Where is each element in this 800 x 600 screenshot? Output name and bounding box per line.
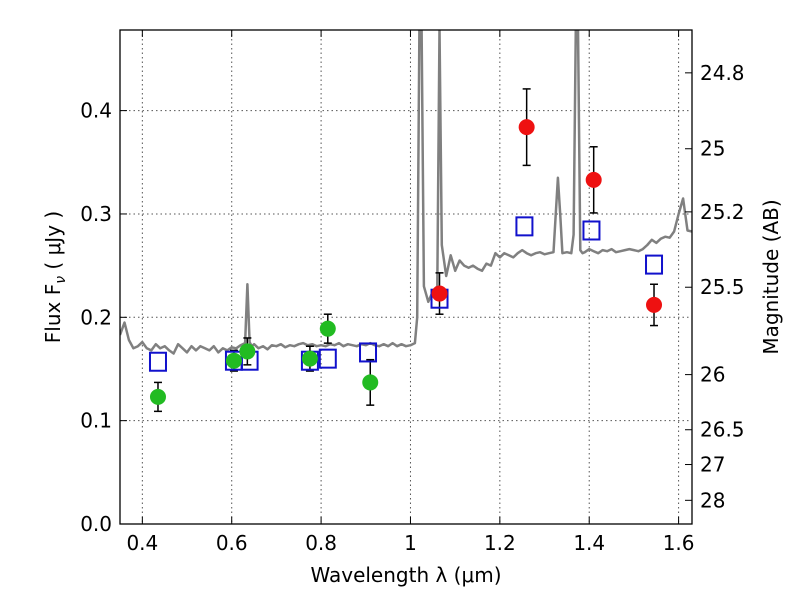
- red-flux-point: [646, 296, 663, 313]
- green-flux-point: [239, 343, 256, 360]
- axis-ticks: 0.4 0.6 0.8 1 1.2 1.4 1.6 0.0 0.1 0.2 0.3 0.4 28 27 26…: [80, 30, 745, 555]
- y-tick-label: 0.2: [80, 305, 112, 329]
- y-tick-label: 0.4: [80, 99, 112, 123]
- model-square-point: [359, 342, 378, 363]
- y-right-tick-label: 26.5: [700, 418, 745, 442]
- x-tick-label: 0.8: [305, 531, 337, 555]
- x-tick-label: 1.2: [484, 531, 516, 555]
- red-flux-point: [431, 285, 448, 302]
- grid-lines: [120, 30, 692, 524]
- y-axis-title: Flux Fν ( μJy ): [41, 211, 69, 343]
- green-flux-point: [225, 352, 242, 369]
- green-flux-point: [149, 388, 166, 405]
- x-tick-label: 1: [404, 531, 417, 555]
- y-axis-title-subscript: ν: [53, 276, 69, 284]
- y-right-tick-label: 25.5: [700, 275, 745, 299]
- y-right-tick-label: 25: [700, 137, 725, 161]
- red-flux-point: [585, 171, 602, 188]
- y-right-tick-label: 26: [700, 363, 725, 387]
- green-flux-point: [362, 374, 379, 391]
- model-square-point: [515, 216, 534, 237]
- x-axis-title: Wavelength λ (μm): [310, 563, 501, 587]
- spectrum-line: [120, 30, 692, 355]
- plot-area: [120, 30, 692, 413]
- y-axis-title-unit: ( μJy ): [41, 211, 65, 276]
- model-square-point: [318, 348, 337, 369]
- red-flux-point: [518, 119, 535, 136]
- y-right-axis-title: Magnitude (AB): [759, 199, 783, 354]
- y-right-tick-label: 28: [700, 488, 725, 512]
- model-square-point: [582, 220, 601, 241]
- green-flux-point: [301, 350, 318, 367]
- plot-frame: [119, 29, 693, 525]
- model-square-point: [148, 351, 167, 372]
- y-right-tick-label: 27: [700, 453, 725, 477]
- y-tick-label: 0.1: [80, 409, 112, 433]
- y-right-tick-label: 25.2: [700, 200, 745, 224]
- model-square-point: [645, 254, 664, 275]
- y-tick-label: 0.0: [80, 512, 112, 536]
- x-tick-label: 0.4: [126, 531, 158, 555]
- x-tick-label: 1.6: [663, 531, 695, 555]
- x-tick-label: 0.6: [216, 531, 248, 555]
- green-flux-point: [319, 320, 336, 337]
- x-tick-label: 1.4: [573, 531, 605, 555]
- y-axis-title-main: Flux F: [41, 284, 65, 343]
- y-tick-label: 0.3: [80, 202, 112, 226]
- y-right-tick-label: 24.8: [700, 61, 745, 85]
